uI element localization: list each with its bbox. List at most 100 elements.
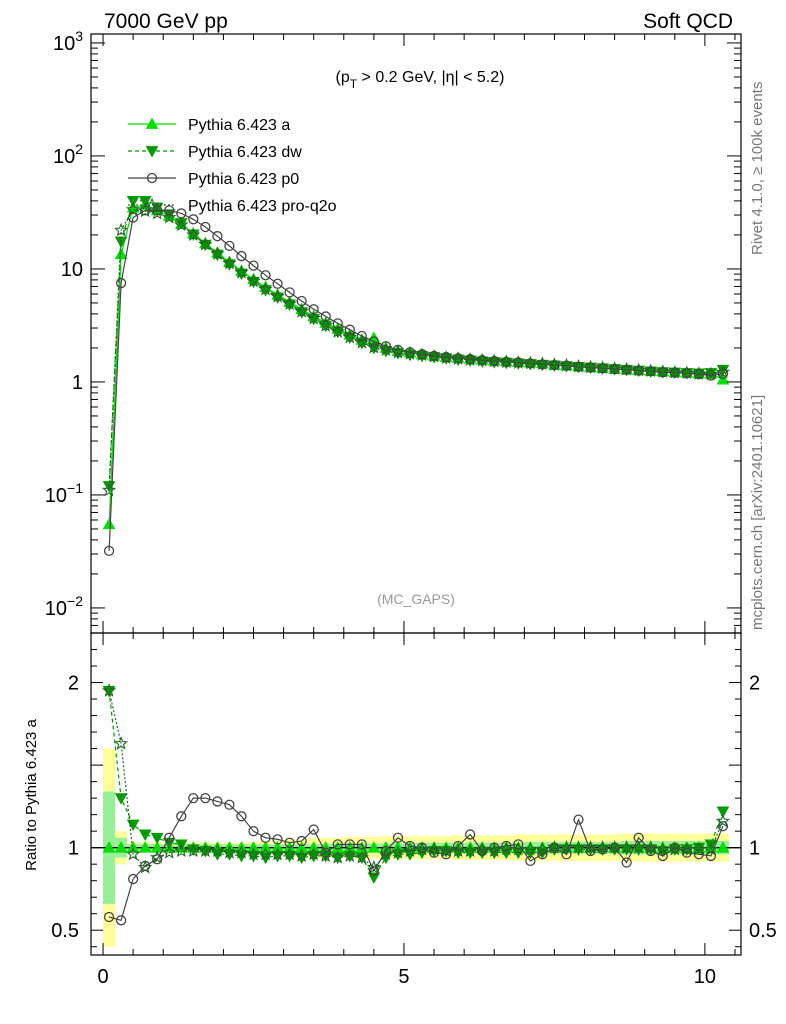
ratio-point-pythia-6-423-pro-q2o xyxy=(595,840,610,854)
legend-marker-pythia-6-423-p0 xyxy=(146,172,158,184)
data-point-pythia-6-423-dw xyxy=(126,196,140,208)
ratio-point-pythia-6-423-p0 xyxy=(236,811,247,822)
data-point-pythia-6-423-pro-q2o xyxy=(306,310,321,325)
ratio-point-pythia-6-423-p0 xyxy=(585,845,596,857)
ratio-axis-label: Ratio to Pythia 6.423 a xyxy=(23,718,40,870)
header-category-label: Soft QCD xyxy=(643,10,733,33)
data-point-pythia-6-423-p0 xyxy=(127,212,139,223)
data-point-pythia-6-423-pro-q2o xyxy=(354,335,369,349)
ratio-point-pythia-6-423-p0 xyxy=(392,832,404,843)
data-point-pythia-6-423-p0 xyxy=(537,359,548,370)
ratio-point-pythia-6-423-pro-q2o xyxy=(282,846,297,861)
ratio-point-pythia-6-423-p0 xyxy=(296,835,307,847)
data-point-pythia-6-423-pro-q2o xyxy=(487,353,502,368)
ratio-point-pythia-6-423-p0 xyxy=(103,911,115,923)
data-point-pythia-6-423-pro-q2o xyxy=(703,366,719,381)
data-point-pythia-6-423-pro-q2o xyxy=(619,361,634,376)
ratio-point-pythia-6-423-p0 xyxy=(308,824,319,835)
ratio-point-pythia-6-423-pro-q2o xyxy=(101,683,117,697)
series-line-pythia-6-423-pro-q2o xyxy=(108,208,723,491)
ratio-point-pythia-6-423-p0 xyxy=(260,832,271,843)
data-point-pythia-6-423-p0 xyxy=(332,318,343,329)
ratio-point-pythia-6-423-pro-q2o xyxy=(306,846,321,861)
ratio-point-pythia-6-423-p0 xyxy=(597,844,608,855)
ratio-line-pythia-6-423-p0 xyxy=(108,797,724,922)
series-line-pythia-6-423-p0 xyxy=(108,209,723,551)
data-point-pythia-6-423-p0 xyxy=(115,277,127,289)
ratio-point-pythia-6-423-pro-q2o xyxy=(487,843,502,858)
ratio-point-pythia-6-423-dw xyxy=(150,832,164,845)
data-point-pythia-6-423-pro-q2o xyxy=(101,482,117,497)
ratio-point-pythia-6-423-pro-q2o xyxy=(270,846,285,861)
data-point-pythia-6-423-p0 xyxy=(188,214,199,225)
ratio-point-pythia-6-423-pro-q2o xyxy=(378,846,394,861)
ratio-point-pythia-6-423-p0 xyxy=(380,845,392,857)
data-point-pythia-6-423-a xyxy=(102,517,116,530)
data-point-pythia-6-423-pro-q2o xyxy=(655,364,670,378)
data-point-pythia-6-423-pro-q2o xyxy=(174,217,189,231)
ratio-series-layer xyxy=(101,683,731,926)
ratio-point-reference xyxy=(114,841,128,853)
y-tick-label: 10−1 xyxy=(45,480,83,507)
ratio-line-pythia-6-423-dw xyxy=(108,690,724,879)
ratio-point-pythia-6-423-pro-q2o xyxy=(607,840,622,854)
data-point-pythia-6-423-dw xyxy=(138,196,152,208)
ratio-point-pythia-6-423-pro-q2o xyxy=(667,841,682,856)
x-tick-label: 10 xyxy=(694,966,716,988)
ratio-point-pythia-6-423-p0 xyxy=(212,796,223,807)
ratio-point-pythia-6-423-pro-q2o xyxy=(571,840,586,854)
ratio-point-pythia-6-423-p0 xyxy=(621,857,632,868)
data-point-pythia-6-423-pro-q2o xyxy=(511,355,526,369)
data-point-pythia-6-423-pro-q2o xyxy=(450,351,466,365)
data-point-pythia-6-423-pro-q2o xyxy=(222,255,237,270)
y-tick-label: 103 xyxy=(53,28,83,55)
data-point-pythia-6-423-p0 xyxy=(633,365,644,376)
data-point-pythia-6-423-pro-q2o xyxy=(125,202,141,216)
data-point-pythia-6-423-p0 xyxy=(693,369,705,380)
ratio-point-pythia-6-423-pro-q2o xyxy=(703,841,719,856)
ratio-point-pythia-6-423-pro-q2o xyxy=(113,736,129,750)
legend-marker-pythia-6-423-a xyxy=(145,117,159,129)
data-point-pythia-6-423-p0 xyxy=(645,366,656,377)
legend-label-pythia-6-423-dw: Pythia 6.423 dw xyxy=(188,144,302,161)
data-point-pythia-6-423-pro-q2o xyxy=(198,236,213,251)
ratio-point-pythia-6-423-pro-q2o xyxy=(450,843,466,858)
ratio-point-pythia-6-423-dw xyxy=(367,872,381,884)
y-tick-label: 10 xyxy=(61,259,83,281)
ratio-point-pythia-6-423-pro-q2o xyxy=(547,840,562,854)
ratio-point-pythia-6-423-pro-q2o xyxy=(246,846,261,861)
ratio-point-pythia-6-423-pro-q2o xyxy=(523,841,538,856)
ratio-point-pythia-6-423-pro-q2o xyxy=(162,845,177,859)
ratio-point-reference xyxy=(102,841,116,853)
legend-label-pythia-6-423-a: Pythia 6.423 a xyxy=(188,117,290,134)
data-point-pythia-6-423-pro-q2o xyxy=(378,342,394,357)
ratio-point-pythia-6-423-pro-q2o xyxy=(511,841,526,856)
data-point-pythia-6-423-p0 xyxy=(609,363,620,375)
ratio-point-pythia-6-423-pro-q2o xyxy=(583,840,598,854)
data-point-pythia-6-423-p0 xyxy=(152,205,163,216)
ratio-point-pythia-6-423-pro-q2o xyxy=(125,846,141,861)
data-point-pythia-6-423-pro-q2o xyxy=(535,356,550,371)
legend: Pythia 6.423 a Pythia 6.423 dw Pythia 6.42… xyxy=(128,117,337,215)
ratio-point-pythia-6-423-p0 xyxy=(525,855,536,867)
data-point-pythia-6-423-pro-q2o xyxy=(571,358,586,373)
ratio-point-pythia-6-423-pro-q2o xyxy=(222,845,237,859)
ratio-point-pythia-6-423-pro-q2o xyxy=(475,841,490,856)
ratio-line-pythia-6-423-pro-q2o xyxy=(108,690,724,869)
data-point-pythia-6-423-p0 xyxy=(344,324,355,335)
ratio-point-pythia-6-423-pro-q2o xyxy=(138,860,153,874)
data-point-pythia-6-423-pro-q2o xyxy=(114,222,129,237)
ratio-point-reference xyxy=(295,841,308,853)
ratio-point-pythia-6-423-pro-q2o xyxy=(438,843,454,857)
data-point-pythia-6-423-pro-q2o xyxy=(390,345,406,359)
data-point-pythia-6-423-pro-q2o xyxy=(667,365,682,379)
ratio-point-pythia-6-423-dw xyxy=(114,793,128,805)
data-point-pythia-6-423-p0 xyxy=(573,361,584,372)
ratio-point-pythia-6-423-p0 xyxy=(176,811,187,822)
data-point-pythia-6-423-pro-q2o xyxy=(186,227,201,242)
ratio-point-pythia-6-423-dw xyxy=(716,806,730,818)
ratio-point-pythia-6-423-pro-q2o xyxy=(619,840,634,854)
data-point-pythia-6-423-p0 xyxy=(717,368,729,379)
ratio-point-pythia-6-423-pro-q2o xyxy=(198,843,213,858)
